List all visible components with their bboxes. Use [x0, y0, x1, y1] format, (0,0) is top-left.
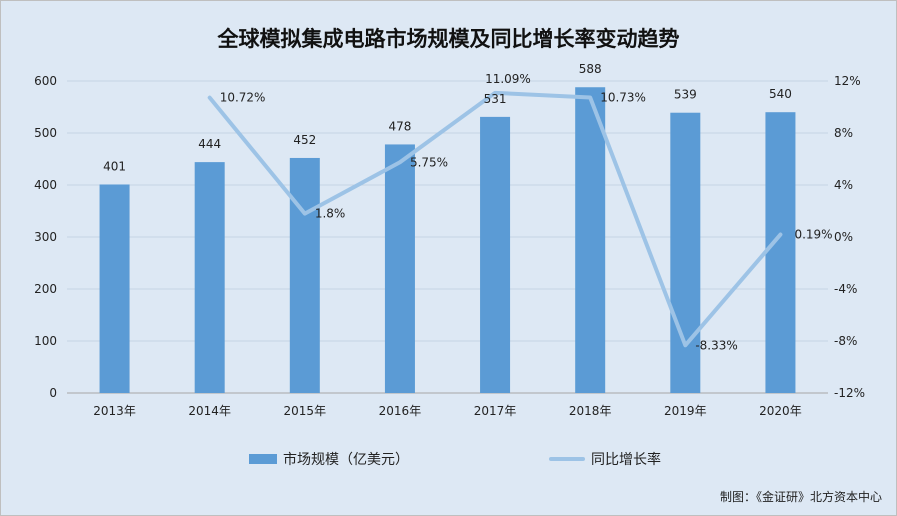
legend-item-line: 同比增长率: [549, 449, 661, 469]
y-right-tick-label: -8%: [834, 334, 857, 348]
legend-item-bars: 市场规模（亿美元）: [249, 449, 409, 469]
bar: [480, 116, 511, 393]
bar: [289, 157, 320, 393]
bar-data-label: 539: [674, 88, 697, 102]
line-data-label: -8.33%: [695, 338, 737, 352]
line-data-label: 10.72%: [220, 91, 266, 105]
bar-data-label: 540: [769, 87, 792, 101]
x-tick-label: 2019年: [664, 404, 707, 418]
x-tick-label: 2020年: [759, 404, 802, 418]
line-data-label: 5.75%: [410, 155, 448, 169]
legend-line-swatch: [549, 457, 585, 461]
y-left-tick-label: 0: [49, 386, 57, 400]
x-tick-label: 2018年: [569, 404, 612, 418]
bar: [765, 112, 796, 393]
y-right-tick-label: -4%: [834, 282, 857, 296]
bar-data-label: 588: [579, 62, 602, 76]
bar: [194, 162, 225, 393]
bar-data-label: 444: [198, 137, 221, 151]
bar: [575, 87, 606, 394]
legend-label-bars: 市场规模（亿美元）: [283, 452, 409, 468]
bar: [384, 144, 415, 393]
y-right-tick-label: -12%: [834, 386, 865, 400]
source-note: 制图：《金证研》北方资本中心: [719, 490, 882, 504]
legend-bar-swatch: [249, 454, 277, 464]
bar-data-label: 401: [103, 159, 126, 173]
line-data-label: 10.73%: [600, 91, 646, 105]
line-data-label: 0.19%: [794, 228, 832, 242]
x-tick-label: 2016年: [379, 404, 422, 418]
bar: [99, 184, 130, 393]
y-right-tick-label: 8%: [834, 126, 853, 140]
y-left-tick-label: 600: [34, 74, 57, 88]
x-tick-label: 2014年: [188, 404, 231, 418]
chart-title: 全球模拟集成电路市场规模及同比增长率变动趋势: [217, 27, 680, 51]
x-tick-label: 2017年: [474, 404, 517, 418]
x-tick-label: 2015年: [284, 404, 327, 418]
x-tick-label: 2013年: [93, 404, 136, 418]
bar-data-label: 478: [388, 119, 411, 133]
line-data-label: 1.8%: [315, 207, 346, 221]
y-left-tick-label: 400: [34, 178, 57, 192]
y-left-tick-label: 500: [34, 126, 57, 140]
line-data-label: 11.09%: [485, 72, 531, 86]
y-right-tick-label: 4%: [834, 178, 853, 192]
bar-data-label: 531: [484, 92, 507, 106]
y-left-tick-label: 100: [34, 334, 57, 348]
legend-label-line: 同比增长率: [591, 452, 661, 468]
growth-rate-line: [207, 90, 783, 348]
y-right-tick-label: 0%: [834, 230, 853, 244]
y-left-tick-label: 300: [34, 230, 57, 244]
y-right-tick-label: 12%: [834, 74, 861, 88]
y-left-tick-label: 200: [34, 282, 57, 296]
bar-data-label: 452: [293, 133, 316, 147]
